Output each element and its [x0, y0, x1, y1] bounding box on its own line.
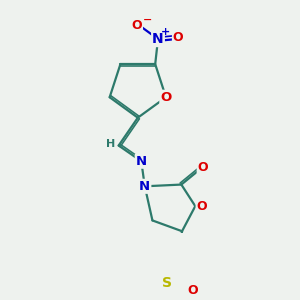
Text: O: O: [188, 284, 198, 297]
Text: −: −: [143, 15, 152, 25]
Text: S: S: [162, 277, 172, 290]
Text: O: O: [172, 31, 183, 44]
Text: +: +: [161, 27, 170, 37]
Text: N: N: [152, 32, 164, 46]
Text: O: O: [160, 91, 172, 104]
Text: O: O: [132, 19, 142, 32]
Text: O: O: [196, 200, 207, 213]
Text: O: O: [197, 161, 208, 174]
Text: N: N: [139, 180, 150, 193]
Text: N: N: [136, 155, 147, 168]
Text: H: H: [106, 139, 116, 149]
